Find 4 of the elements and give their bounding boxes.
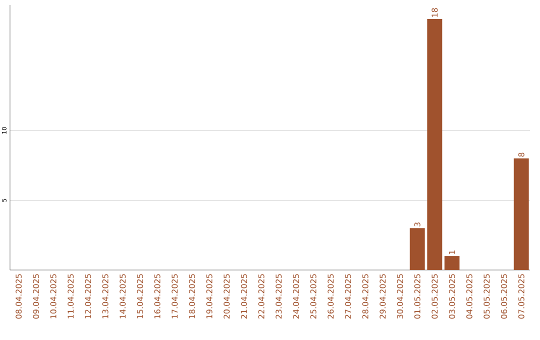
- bar: [514, 158, 529, 270]
- bar: [444, 256, 460, 270]
- bar: [427, 18, 442, 270]
- bar: [410, 228, 425, 270]
